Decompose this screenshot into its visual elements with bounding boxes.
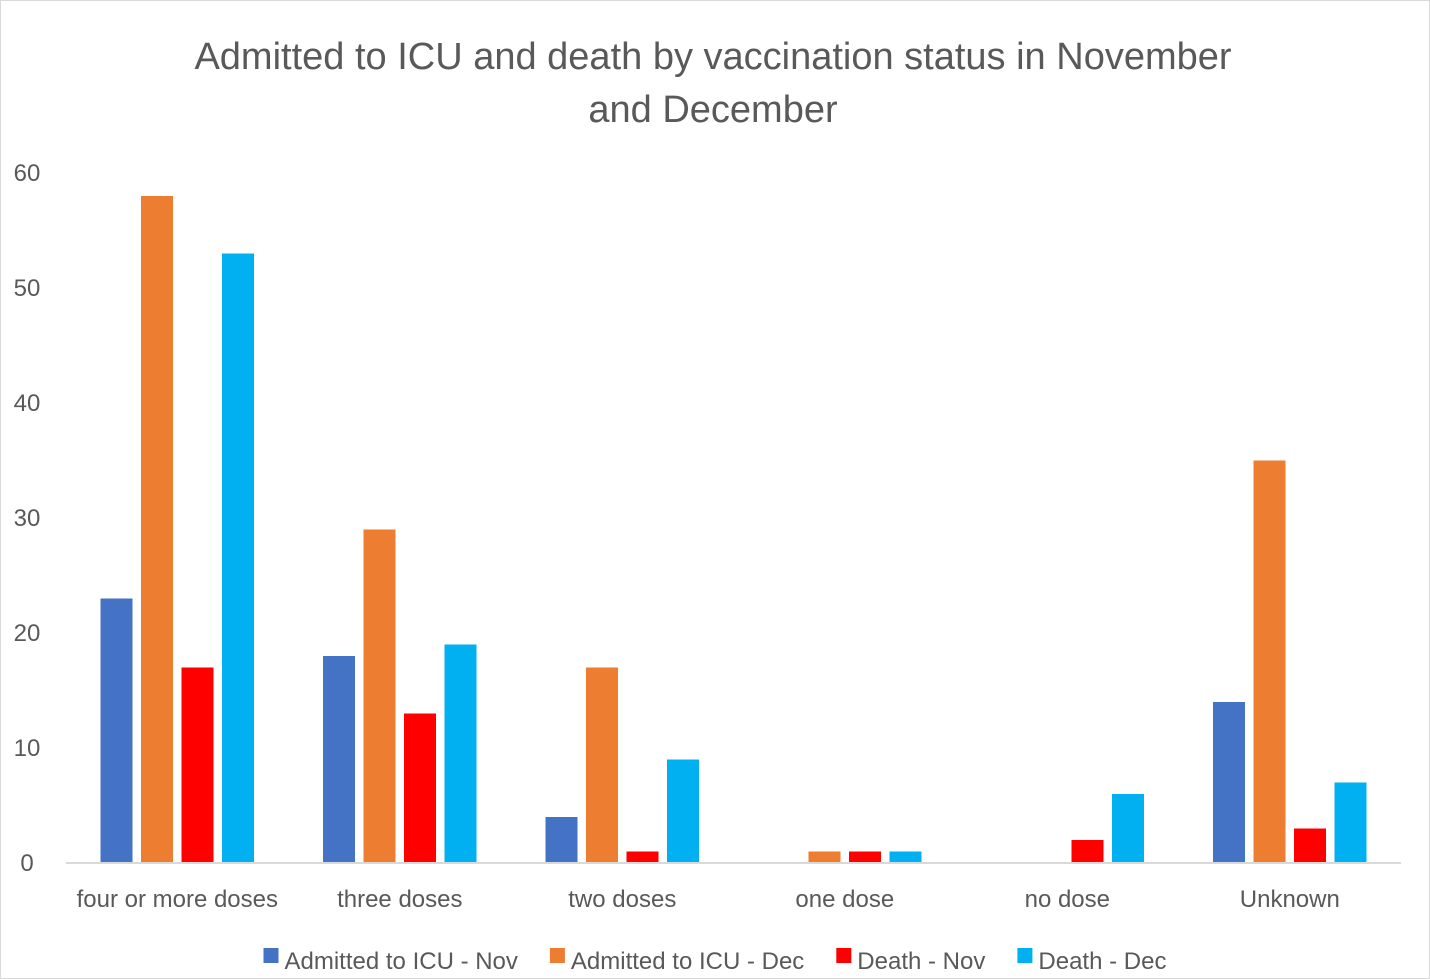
bar-3-2 bbox=[404, 713, 436, 863]
y-tick-label: 0 bbox=[20, 850, 33, 877]
category-label: Unknown bbox=[1240, 886, 1340, 913]
bar-1-3 bbox=[545, 817, 578, 863]
category-label: one dose bbox=[795, 886, 894, 913]
bar-2-4 bbox=[808, 851, 841, 863]
category-label: three doses bbox=[337, 886, 462, 913]
y-tick-label: 50 bbox=[14, 275, 41, 302]
legend: Admitted to ICU - Nov Admitted to ICU - D… bbox=[263, 948, 1166, 975]
bar-4-4 bbox=[889, 851, 922, 863]
bar-4-6 bbox=[1334, 782, 1367, 863]
bar-3-3 bbox=[626, 851, 659, 863]
y-tick-label: 60 bbox=[14, 160, 41, 187]
legend-swatch-3 bbox=[836, 948, 852, 963]
legend-swatch-2 bbox=[549, 948, 565, 963]
category-label: four or more doses bbox=[77, 886, 278, 913]
bar-1-1 bbox=[100, 598, 133, 863]
y-axis: 0 10 20 30 40 50 60 bbox=[14, 160, 41, 877]
bar-series-group bbox=[100, 196, 1367, 863]
bar-1-2 bbox=[323, 656, 355, 863]
bar-4-5 bbox=[1112, 794, 1144, 863]
x-axis: four or more doses three doses two doses on… bbox=[77, 886, 1340, 913]
bar-2-2 bbox=[363, 529, 396, 863]
category-label: no dose bbox=[1025, 886, 1110, 913]
legend-label: Death - Dec bbox=[1038, 948, 1166, 975]
bar-3-4 bbox=[849, 851, 881, 863]
bar-2-6 bbox=[1253, 460, 1286, 863]
chart-title-line-1: Admitted to ICU and death by vaccination… bbox=[194, 36, 1231, 78]
bar-4-1 bbox=[222, 253, 254, 863]
legend-swatch-1 bbox=[263, 948, 279, 963]
category-label: two doses bbox=[568, 886, 676, 913]
bar-3-6 bbox=[1294, 828, 1326, 863]
bar-2-3 bbox=[586, 667, 618, 863]
chart-title-line-2: and December bbox=[588, 89, 838, 131]
bar-1-6 bbox=[1213, 702, 1245, 863]
y-tick-label: 40 bbox=[14, 390, 41, 417]
legend-swatch-4 bbox=[1017, 948, 1033, 963]
bar-4-3 bbox=[667, 759, 699, 863]
y-tick-label: 20 bbox=[14, 620, 41, 647]
legend-label: Death - Nov bbox=[857, 948, 985, 975]
bar-3-5 bbox=[1071, 840, 1104, 863]
legend-label: Admitted to ICU - Dec bbox=[571, 948, 804, 975]
y-tick-label: 10 bbox=[14, 735, 41, 762]
bar-2-1 bbox=[141, 196, 173, 863]
bar-3-1 bbox=[181, 667, 214, 863]
legend-label: Admitted to ICU - Nov bbox=[285, 948, 518, 975]
bar-4-2 bbox=[444, 644, 477, 863]
y-tick-label: 30 bbox=[14, 505, 41, 532]
